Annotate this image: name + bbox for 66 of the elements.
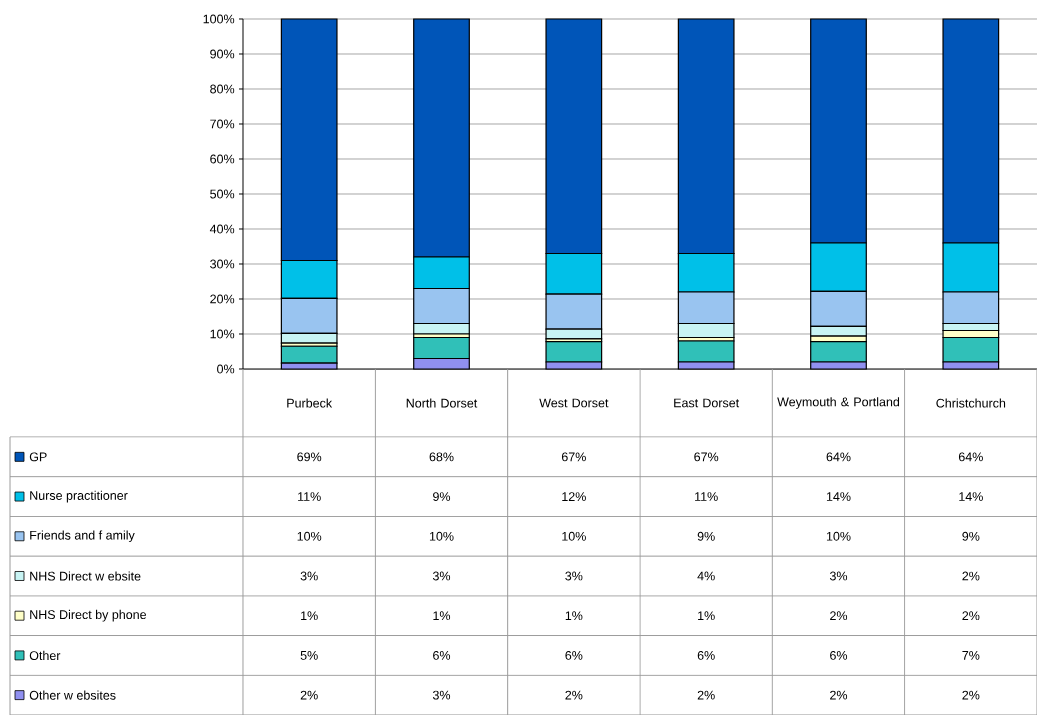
y-tick-label: 60% [210,154,235,164]
data-label: 2% [300,690,318,700]
y-tick-label: 50% [210,189,235,199]
x-tick-label: Christchurch [936,398,1006,408]
data-label: 1% [565,611,583,621]
x-tick-label: Weymouth & Portland [777,397,900,409]
y-tick-label: 70% [210,119,235,129]
legend-label: NHS Direct w ebsite [30,571,141,581]
y-tick-label: 80% [210,84,235,94]
data-label: 3% [432,690,451,700]
data-label: 6% [433,651,451,660]
data-label: 4% [697,571,715,581]
data-label: 10% [826,531,851,541]
data-label: 3% [565,571,583,581]
data-label: 2% [962,690,980,700]
data-label: 10% [429,531,454,541]
data-label: 68% [429,452,454,462]
data-label: 1% [433,611,451,621]
data-label: 67% [694,452,719,462]
data-label: 12% [562,492,586,501]
data-label: 3% [300,571,318,581]
legend-label: Other w ebsites [29,690,116,700]
y-tick-label: 100% [203,14,235,24]
legend-label: Nurse practitioner [30,490,128,503]
data-label: 5% [300,651,318,660]
y-tick-label: 20% [210,294,235,304]
x-tick-label: West Dorset [539,398,609,408]
data-label: 6% [697,651,715,660]
y-tick-label: 40% [209,224,235,234]
x-tick-label: Purbeck [287,398,333,408]
y-tick-label: 0% [217,364,235,374]
data-label: 2% [962,611,980,621]
x-tick-label: North Dorset [406,398,478,408]
data-label: 69% [297,452,322,462]
data-label: 1% [301,611,318,621]
legend-label: Other [29,650,61,661]
data-label: 9% [962,531,980,541]
data-label: 14% [826,492,851,501]
data-label: 9% [697,531,715,541]
data-label: 10% [562,531,586,541]
data-label: 2% [830,690,848,700]
data-label: 3% [829,571,848,581]
data-label: 2% [565,690,583,700]
data-label: 2% [697,690,715,700]
data-label: 11% [695,492,718,501]
legend-label: GP [29,452,47,462]
data-label: 6% [565,651,583,660]
y-tick-label: 30% [210,259,235,269]
data-label: 14% [959,492,983,501]
data-label: 67% [561,452,586,462]
y-tick-label: 90% [210,49,235,59]
data-label: 11% [298,492,321,501]
legend-label: Friends and f amily [30,530,135,543]
data-label: 64% [958,452,983,462]
x-tick-label: East Dorset [674,398,740,408]
data-label: 1% [698,611,715,621]
y-tick-label: 10% [210,329,235,339]
data-label: 6% [830,651,848,660]
data-label: 2% [962,571,980,581]
data-label: 7% [962,651,980,660]
data-label: 10% [297,531,322,541]
data-label: 64% [826,452,851,462]
legend-label: NHS Direct by phone [30,609,147,622]
data-label: 2% [830,611,848,621]
data-label: 9% [433,492,451,501]
data-label: 3% [432,571,451,581]
